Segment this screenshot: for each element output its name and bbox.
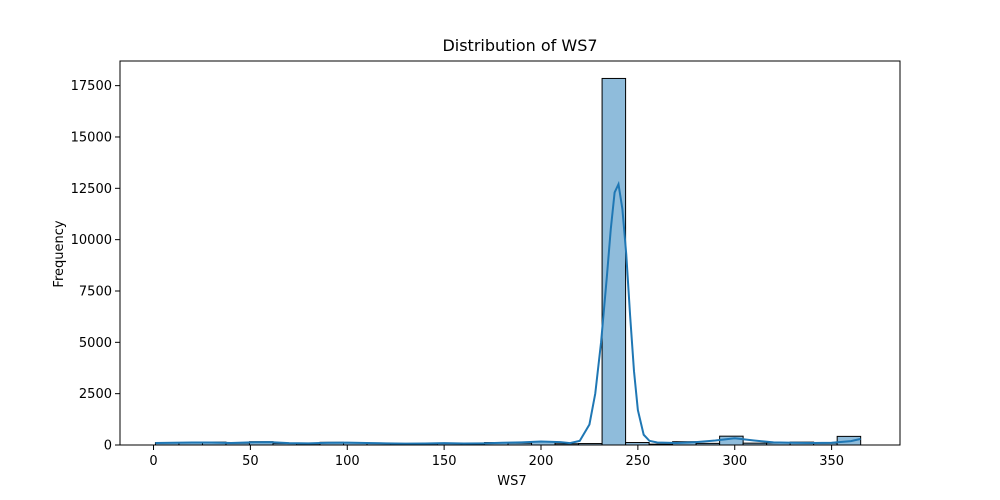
y-tick-label: 7500 — [79, 284, 112, 299]
x-tick-label: 150 — [432, 454, 457, 469]
x-tick-label: 0 — [149, 454, 157, 469]
x-tick-label: 100 — [335, 454, 360, 469]
y-axis-ticks: 0 2500 5000 7500 10000 12500 15000 17500 — [71, 79, 120, 454]
x-tick-label: 200 — [529, 454, 554, 469]
x-axis-ticks: 0 50 100 150 200 250 300 350 — [149, 445, 844, 469]
x-tick-label: 250 — [625, 454, 650, 469]
x-axis-label: WS7 — [497, 474, 526, 489]
plot-frame — [119, 60, 901, 446]
y-tick-label: 0 — [104, 439, 112, 454]
y-tick-label: 10000 — [71, 233, 112, 248]
x-tick-label: 300 — [722, 454, 747, 469]
x-tick-label: 350 — [819, 454, 844, 469]
y-tick-label: 2500 — [79, 387, 112, 402]
y-tick-label: 5000 — [79, 336, 112, 351]
y-tick-label: 17500 — [71, 79, 112, 94]
x-tick-label: 50 — [242, 454, 259, 469]
histogram-bar — [601, 77, 627, 446]
chart-title: Distribution of WS7 — [442, 36, 597, 55]
y-axis-label: Frequency — [52, 220, 67, 287]
y-tick-label: 12500 — [71, 182, 112, 197]
kde-curve — [155, 180, 861, 445]
histogram-bar — [719, 435, 744, 446]
y-tick-label: 15000 — [71, 130, 112, 145]
